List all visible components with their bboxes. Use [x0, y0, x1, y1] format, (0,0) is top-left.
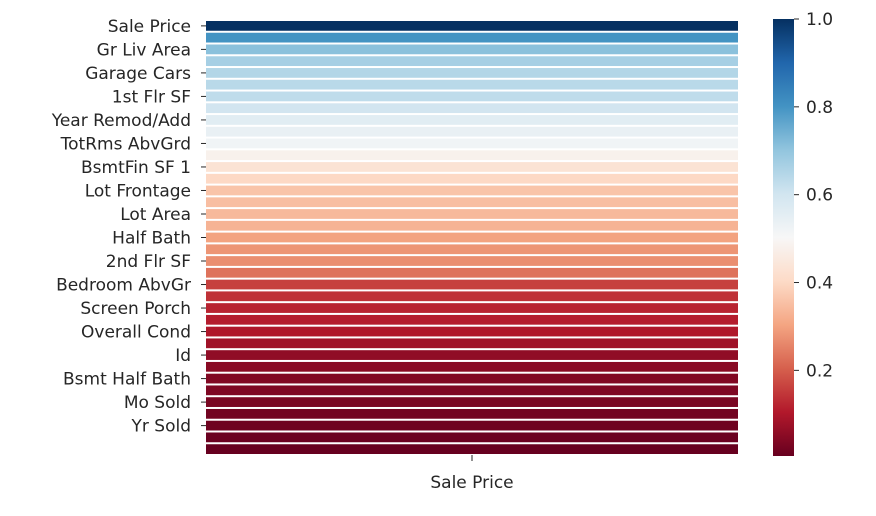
- heatmap-cell: [206, 21, 738, 31]
- heatmap-cell: [206, 350, 738, 360]
- y-tick-label: 2nd Flr SF: [106, 252, 191, 272]
- heatmap-cell: [206, 432, 738, 443]
- heatmap-cell: [206, 115, 738, 125]
- colorbar-tick-label: 0.4: [806, 274, 833, 294]
- colorbar-gradient: [773, 19, 794, 456]
- colorbar-tick-label: 0.8: [806, 98, 833, 118]
- heatmap-cell: [206, 256, 738, 266]
- colorbar-tick-label: 1.0: [806, 10, 833, 30]
- heatmap-cell: [206, 126, 738, 137]
- y-tick-label: Sale Price: [108, 17, 191, 37]
- heatmap-cell: [206, 303, 738, 313]
- heatmap-cell: [206, 244, 738, 255]
- y-tick-label: Gr Liv Area: [97, 40, 191, 60]
- heatmap-cell: [206, 91, 738, 102]
- heatmap-cell: [206, 185, 738, 196]
- heatmap-cell: [206, 385, 738, 396]
- y-tick-label: Id: [175, 346, 191, 366]
- heatmap-cell: [206, 420, 738, 431]
- y-tick-label: Screen Porch: [80, 299, 191, 319]
- x-tick-label: Sale Price: [430, 473, 513, 493]
- colorbar-tick-label: 0.2: [806, 361, 833, 381]
- heatmap-cell: [206, 314, 738, 325]
- y-tick-label: Garage Cars: [85, 64, 191, 84]
- heatmap-cell: [206, 397, 738, 407]
- y-tick-label: Year Remod/Add: [51, 111, 191, 131]
- x-axis: Sale Price: [430, 455, 514, 493]
- colorbar: 1.0 0.8 0.6 0.4 0.2: [773, 10, 833, 456]
- heatmap-cell: [206, 68, 738, 78]
- heatmap-cell: [206, 150, 738, 161]
- y-tick-label: Bsmt Half Bath: [63, 370, 191, 390]
- y-tick-label: BsmtFin SF 1: [81, 158, 191, 178]
- heatmap-cell: [206, 361, 738, 372]
- heatmap-cell: [206, 197, 738, 208]
- heatmap-cell: [206, 79, 738, 90]
- y-tick-label: Yr Sold: [131, 417, 191, 437]
- heatmap-cell: [206, 220, 738, 231]
- heatmap-cell: [206, 162, 738, 172]
- heatmap-rows: [206, 21, 738, 454]
- heatmap-cell: [206, 103, 738, 114]
- heatmap-cell: [206, 32, 738, 43]
- y-tick-label: Mo Sold: [124, 393, 191, 413]
- colorbar-tick-label: 0.6: [806, 186, 833, 206]
- y-tick-label: 1st Flr SF: [112, 87, 191, 107]
- heatmap-cell: [206, 338, 738, 349]
- y-tick-label: Overall Cond: [81, 323, 191, 343]
- heatmap-cell: [206, 173, 738, 184]
- heatmap-cell: [206, 209, 738, 219]
- heatmap-cell: [206, 326, 738, 337]
- y-tick-label: Half Bath: [112, 229, 191, 249]
- heatmap-cell: [206, 279, 738, 290]
- heatmap-cell: [206, 232, 738, 243]
- heatmap-cell: [206, 56, 738, 67]
- heatmap-cell: [206, 408, 738, 419]
- y-axis: Sale Price Gr Liv Area Garage Cars 1st Flr …: [51, 17, 206, 437]
- heatmap-cell: [206, 291, 738, 302]
- heatmap-cell: [206, 138, 738, 149]
- y-tick-label: TotRms AbvGrd: [60, 134, 191, 154]
- heatmap-cell: [206, 444, 738, 454]
- heatmap-cell: [206, 373, 738, 384]
- y-tick-label: Bedroom AbvGr: [56, 276, 191, 296]
- y-tick-label: Lot Frontage: [85, 181, 191, 201]
- heatmap-cell: [206, 267, 738, 278]
- heatmap-cell: [206, 44, 738, 55]
- y-tick-label: Lot Area: [120, 205, 191, 225]
